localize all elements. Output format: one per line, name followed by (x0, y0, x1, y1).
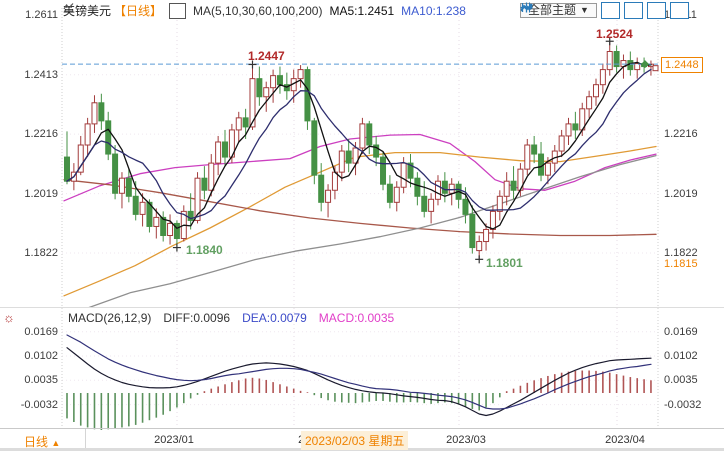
macd-axis-right-label: 0.0035 (664, 374, 698, 387)
macd-axis-right-label: 0.0169 (664, 325, 698, 338)
popout-icon[interactable] (521, 2, 689, 19)
selected-date-label: 2023/02/03 星期五 (301, 431, 409, 450)
chevron-down-icon: ▼ (580, 5, 589, 15)
price-axis-left-label: 1.2413 (24, 68, 58, 81)
period-switch-button[interactable]: 日线 ▲ (24, 433, 60, 450)
date-axis-label: 2023/03 (446, 434, 486, 446)
ma-settings-label: MA(5,10,30,60,100,200) (193, 3, 323, 18)
macd-diff-value: DIFF:0.0096 (163, 311, 231, 325)
annotation-high-2: 1.2524 (596, 27, 633, 41)
macd-dea-value: DEA:0.0079 (242, 311, 307, 325)
macd-header: MACD(26,12,9) DIFF:0.0096 DEA:0.0079 MAC… (68, 311, 394, 325)
date-axis-label: 2023/01 (154, 434, 194, 446)
period-tag: 【日线】 (114, 4, 163, 18)
macd-axis-left-label: 0.0035 (24, 374, 58, 387)
price-axis-left-label: 1.1822 (24, 247, 58, 259)
period-switch-label: 日线 (24, 435, 49, 449)
macd-axis-right-label: 0.0102 (664, 350, 698, 362)
chart-toolbar: 全部主题 ▼ (520, 2, 689, 19)
instrument-title: 英镑美元 (63, 4, 112, 18)
last-price-label: 1.2448 (661, 57, 703, 73)
date-axis-label: 2023/04 (605, 434, 645, 446)
low-alert-label: 1.1815 (664, 258, 698, 270)
macd-axis-left-label: -0.0032 (20, 398, 58, 411)
ma10-value: MA10:1.238 (401, 3, 466, 18)
annotation-high-1: 1.2447 (248, 49, 285, 63)
triangle-up-icon: ▲ (51, 438, 61, 448)
themes-dropdown-button[interactable]: 全部主题 ▼ (520, 3, 597, 18)
macd-axis-left-label: 0.0102 (24, 350, 58, 362)
macd-settings-icon[interactable]: ☼ (3, 310, 15, 325)
price-axis-left-label: 1.2019 (24, 187, 58, 200)
macd-params: MACD(26,12,9) (68, 311, 152, 325)
ma5-value: MA5:1.2451 (329, 3, 395, 18)
price-axis-right-label: 1.2019 (664, 187, 698, 200)
chart-header: 英镑美元 【日线】 MA(5,10,30,60,100,200) MA5:1.2… (63, 2, 466, 19)
trend-line-icon[interactable] (520, 2, 666, 19)
region-stats-icon[interactable] (520, 2, 643, 19)
crosshair-tool-icon[interactable] (520, 2, 620, 19)
macd-value: MACD:0.0035 (318, 311, 395, 325)
annotation-low-2: 1.1801 (486, 256, 523, 270)
price-axis-right-label: 1.2216 (664, 128, 698, 141)
annotation-low-1: 1.1840 (186, 243, 223, 257)
macd-axis-left-label: 0.0169 (24, 325, 58, 338)
price-axis-left-label: 1.2216 (24, 128, 58, 141)
price-axis-right-label: 1.1822 (664, 247, 698, 259)
price-axis-left-label: 1.2611 (25, 9, 58, 21)
macd-axis-right-label: -0.0032 (664, 398, 702, 411)
themes-dropdown-label: 全部主题 (528, 3, 577, 17)
indicator-icon[interactable] (63, 2, 187, 19)
